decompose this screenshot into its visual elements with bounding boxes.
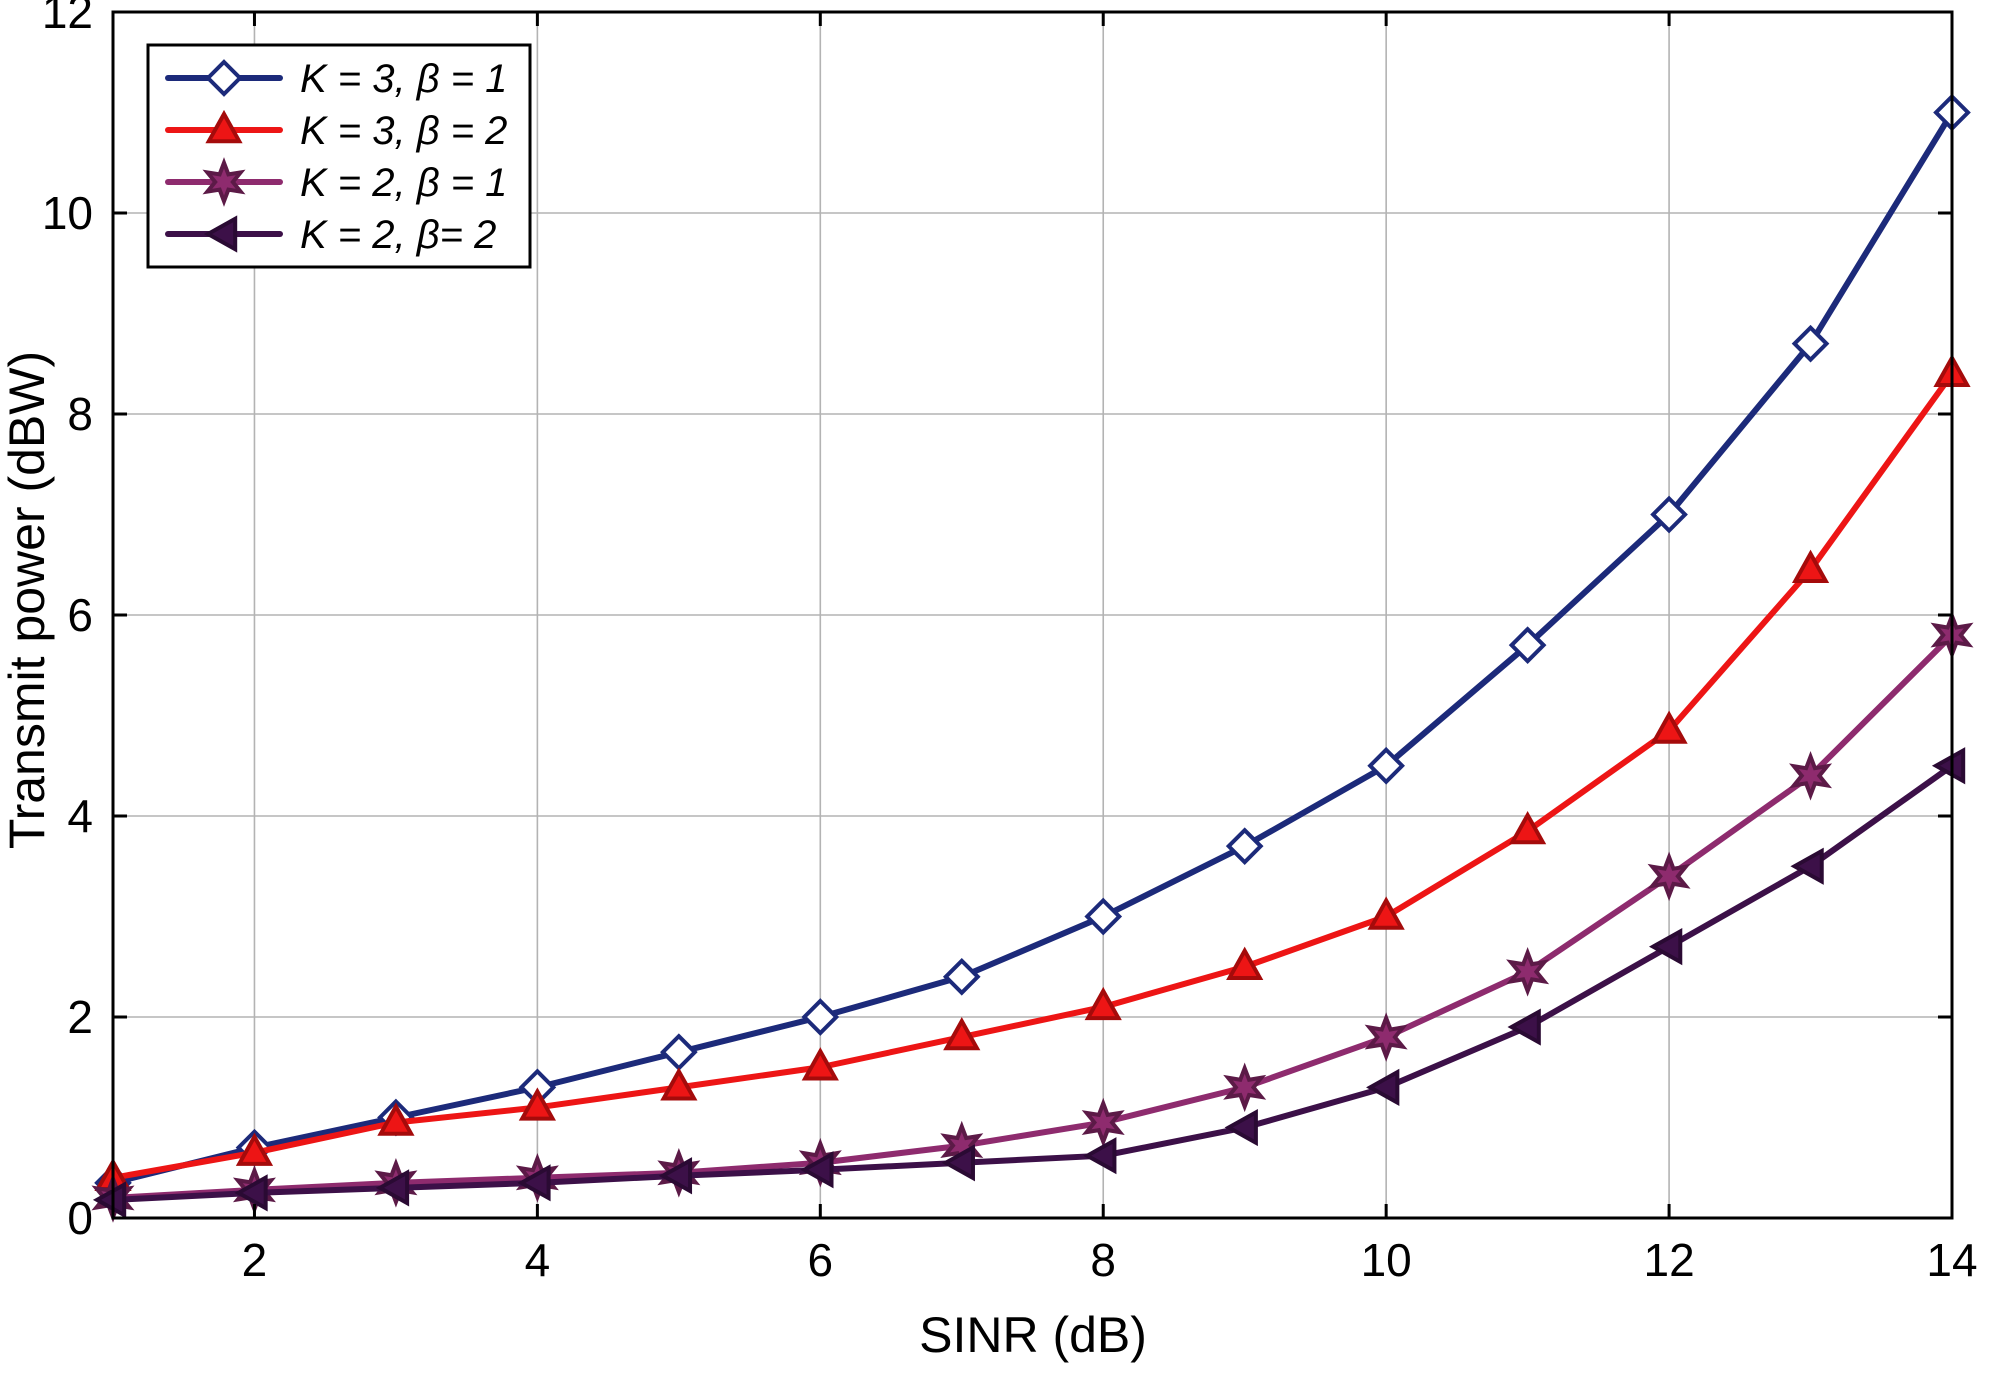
legend-triangle-left-marker	[203, 215, 238, 253]
triangle-left-marker	[800, 1151, 834, 1189]
y-tick-label: 4	[67, 790, 93, 842]
diamond-marker	[1225, 827, 1264, 865]
triangle-left-marker	[375, 1169, 410, 1207]
diamond-marker	[942, 957, 981, 996]
triangle-left-marker	[1648, 928, 1683, 966]
triangle-left-marker	[941, 1144, 975, 1182]
legend-label: K = 2, β = 1	[300, 161, 507, 205]
triangle-up-marker	[1226, 946, 1264, 980]
x-tick-label: 14	[1926, 1234, 1977, 1286]
triangle-left-marker	[1931, 747, 1966, 785]
triangle-up-marker	[801, 1047, 839, 1081]
triangle-left-marker	[517, 1164, 551, 1202]
triangle-up-marker	[1509, 810, 1547, 845]
legend-item-4: K = 2, β= 2	[165, 213, 496, 257]
diamond-marker	[1650, 495, 1688, 534]
diamond-marker	[1367, 746, 1405, 785]
legend-label: K = 3, β = 2	[300, 109, 507, 153]
legend: K = 3, β = 1 K = 3, β = 2 K = 2, β = 1 K = …	[146, 43, 532, 269]
series-line	[110, 109, 1955, 1186]
triangle-left-marker	[658, 1157, 693, 1195]
legend-label: K = 2, β= 2	[300, 213, 496, 257]
diamond-marker	[801, 998, 840, 1036]
y-axis-label: Transmit power (dBW)	[0, 351, 55, 849]
triangle-left-marker	[1507, 1008, 1541, 1046]
triangle-left-marker	[1790, 847, 1824, 885]
legend-item-1: K = 3, β = 1	[165, 57, 507, 101]
triangle-up-marker	[1650, 710, 1688, 744]
x-tick-label: 10	[1361, 1234, 1412, 1286]
triangle-up-marker	[377, 1102, 415, 1136]
triangle-up-marker	[235, 1132, 274, 1166]
legend-label: K = 3, β = 1	[300, 57, 507, 101]
triangle-up-marker	[1084, 986, 1122, 1021]
hexagram-marker	[1647, 851, 1691, 902]
series-line	[110, 632, 1955, 1201]
series-4	[92, 747, 1966, 1219]
hexagram-marker	[1364, 1012, 1408, 1062]
series-2	[94, 353, 1971, 1192]
series-lines	[91, 93, 1974, 1223]
triangle-left-marker	[1366, 1068, 1400, 1106]
series-line	[110, 370, 1955, 1181]
y-tick-label: 10	[42, 187, 93, 239]
hexagram-marker	[1081, 1097, 1125, 1148]
tick-labels: 2 4 6 8 10 12 14 0 2 4 6 8 10 12	[42, 0, 1978, 1286]
x-tick-label: 8	[1090, 1234, 1116, 1286]
x-axis-label: SINR (dB)	[919, 1307, 1147, 1363]
y-tick-label: 6	[67, 589, 93, 641]
x-tick-label: 4	[525, 1234, 551, 1286]
diamond-marker	[1791, 324, 1830, 363]
series-line	[110, 762, 1955, 1203]
y-tick-label: 8	[67, 388, 93, 440]
triangle-up-marker	[660, 1067, 698, 1101]
triangle-up-marker	[1367, 896, 1405, 930]
axes	[111, 10, 1954, 1220]
triangle-left-marker	[1083, 1137, 1117, 1175]
legend-diamond-marker	[205, 59, 243, 97]
legend-hexagram-marker	[202, 157, 246, 207]
triangle-left-marker	[92, 1181, 127, 1219]
y-tick-label: 12	[42, 0, 93, 38]
legend-item-2: K = 3, β = 2	[165, 109, 507, 153]
legend-triangle-up-marker	[205, 109, 243, 144]
y-tick-label: 0	[67, 1192, 93, 1244]
legend-item-3: K = 2, β = 1	[165, 157, 507, 207]
hexagram-marker	[1506, 946, 1550, 997]
triangle-left-marker	[1224, 1108, 1258, 1147]
triangle-up-marker	[943, 1017, 981, 1051]
diamond-marker	[1508, 626, 1547, 664]
y-tick-label: 2	[67, 991, 93, 1043]
x-tick-label: 6	[808, 1234, 834, 1286]
diamond-marker	[1084, 897, 1123, 936]
hexagram-marker	[1223, 1062, 1267, 1113]
triangle-left-marker	[234, 1174, 268, 1212]
x-tick-label: 2	[242, 1234, 268, 1286]
diamond-marker	[660, 1033, 698, 1072]
triangle-up-marker	[1791, 549, 1830, 583]
hexagram-marker	[1789, 750, 1833, 801]
x-tick-label: 12	[1643, 1234, 1694, 1286]
triangle-up-marker	[518, 1087, 556, 1121]
